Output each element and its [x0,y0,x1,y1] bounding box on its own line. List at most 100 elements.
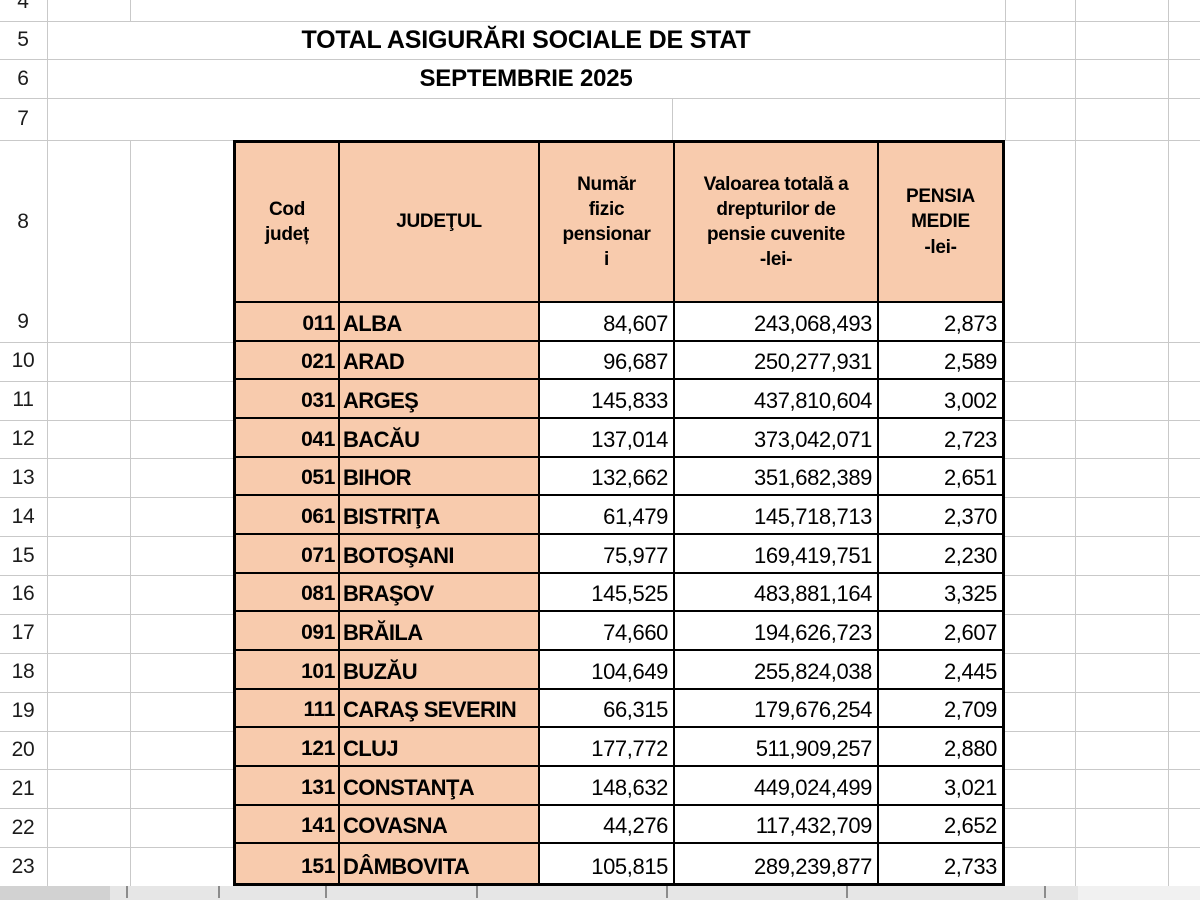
cell-pensia[interactable]: 3,325 [879,573,1002,613]
row-header-15[interactable]: 15 [11,543,35,567]
row-header-10[interactable]: 10 [11,349,35,373]
cell-pensia[interactable]: 2,733 [879,844,1002,883]
cell-numar[interactable]: 61,479 [540,496,675,535]
cell-judet[interactable]: CARAŞ SEVERIN [340,689,540,729]
cell-pensia[interactable]: 2,651 [879,457,1002,497]
cell-pensia[interactable]: 2,370 [879,496,1002,535]
cell-numar[interactable]: 104,649 [540,651,675,690]
row-header-14[interactable]: 14 [11,504,35,528]
col-header-valoarea-totala[interactable]: Valoarea totală a drepturilor de pensie … [675,143,879,303]
cell-valoare[interactable]: 250,277,931 [675,341,879,381]
cell-valoare[interactable]: 289,239,877 [675,844,879,883]
row-header-16[interactable]: 16 [11,582,35,606]
cell-cod[interactable]: 081 [236,573,340,613]
cell-valoare[interactable]: 117,432,709 [675,805,879,845]
cell-pensia[interactable]: 2,723 [879,419,1002,458]
col-header-judetul[interactable]: JUDEŢUL [340,143,540,303]
cell-cod[interactable]: 101 [236,651,340,690]
cell-numar[interactable]: 44,276 [540,805,675,845]
cell-cod[interactable]: 141 [236,805,340,845]
cell-judet[interactable]: BISTRIŢA [340,496,540,535]
row-header-8[interactable]: 8 [17,209,29,233]
cell-numar[interactable]: 84,607 [540,303,675,342]
cell-numar[interactable]: 96,687 [540,341,675,381]
cell-judet[interactable]: ARGEŞ [340,380,540,419]
cell-judet[interactable]: BOTOŞANI [340,535,540,574]
cell-judet[interactable]: ALBA [340,303,540,342]
cell-judet[interactable]: ARAD [340,341,540,381]
cell-valoare[interactable]: 194,626,723 [675,612,879,651]
cell-numar[interactable]: 132,662 [540,457,675,497]
subtitle-cell[interactable]: SEPTEMBRIE 2025 [419,64,633,92]
row-header-11[interactable]: 11 [12,388,34,412]
cell-judet[interactable]: BRĂILA [340,612,540,651]
cell-judet[interactable]: COVASNA [340,805,540,845]
row-header-19[interactable]: 19 [11,699,35,723]
row-header-5[interactable]: 5 [17,28,29,51]
cell-judet[interactable]: CONSTANŢA [340,767,540,806]
cell-pensia[interactable]: 2,873 [879,303,1002,342]
col-header-pensia-medie[interactable]: PENSIA MEDIE -lei- [879,143,1002,303]
row-header-13[interactable]: 13 [11,465,35,489]
cell-cod[interactable]: 051 [236,457,340,497]
cell-pensia[interactable]: 2,652 [879,805,1002,845]
cell-valoare[interactable]: 169,419,751 [675,535,879,574]
row-header-6[interactable]: 6 [17,66,29,90]
cell-judet[interactable]: BACĂU [340,419,540,458]
col-header-cod-judet[interactable]: Cod județ [236,143,340,303]
cell-cod[interactable]: 031 [236,380,340,419]
cell-cod[interactable]: 091 [236,612,340,651]
row-header-9[interactable]: 9 [17,310,29,334]
cell-judet[interactable]: BIHOR [340,457,540,497]
cell-valoare[interactable]: 511,909,257 [675,728,879,767]
cell-cod[interactable]: 061 [236,496,340,535]
cell-pensia[interactable]: 2,589 [879,341,1002,381]
cell-numar[interactable]: 145,525 [540,573,675,613]
cell-numar[interactable]: 74,660 [540,612,675,651]
cell-valoare[interactable]: 179,676,254 [675,689,879,729]
cell-numar[interactable]: 148,632 [540,767,675,806]
cell-cod[interactable]: 021 [236,341,340,381]
row-header-22[interactable]: 22 [11,815,35,839]
cell-judet[interactable]: BRAŞOV [340,573,540,613]
row-header-20[interactable]: 20 [11,737,35,761]
title-cell[interactable]: TOTAL ASIGURĂRI SOCIALE DE STAT [301,25,751,54]
row-header-21[interactable]: 21 [11,776,35,800]
cell-valoare[interactable]: 437,810,604 [675,380,879,419]
row-header-23[interactable]: 23 [11,854,35,878]
cell-valoare[interactable]: 243,068,493 [675,303,879,342]
cell-valoare[interactable]: 145,718,713 [675,496,879,535]
row-header-17[interactable]: 17 [11,621,35,645]
row-header-12[interactable]: 12 [11,427,35,451]
cell-judet[interactable]: BUZĂU [340,651,540,690]
row-header-7[interactable]: 7 [17,107,29,130]
cell-cod[interactable]: 131 [236,767,340,806]
cell-numar[interactable]: 105,815 [540,844,675,883]
cell-pensia[interactable]: 2,607 [879,612,1002,651]
bottom-scroll-strip[interactable] [0,886,1200,900]
cell-cod[interactable]: 121 [236,728,340,767]
cell-numar[interactable]: 137,014 [540,419,675,458]
cell-valoare[interactable]: 483,881,164 [675,573,879,613]
row-header-4[interactable]: 4 [17,0,29,13]
row-header-18[interactable]: 18 [11,660,35,684]
cell-cod[interactable]: 111 [236,689,340,729]
cell-numar[interactable]: 66,315 [540,689,675,729]
cell-numar[interactable]: 145,833 [540,380,675,419]
cell-cod[interactable]: 071 [236,535,340,574]
cell-valoare[interactable]: 255,824,038 [675,651,879,690]
cell-judet[interactable]: CLUJ [340,728,540,767]
cell-cod[interactable]: 151 [236,844,340,883]
col-header-numar-fizic-pensionari[interactable]: Număr fizic pensionar i [540,143,675,303]
cell-pensia[interactable]: 3,021 [879,767,1002,806]
cell-pensia[interactable]: 3,002 [879,380,1002,419]
cell-valoare[interactable]: 449,024,499 [675,767,879,806]
cell-cod[interactable]: 041 [236,419,340,458]
cell-valoare[interactable]: 373,042,071 [675,419,879,458]
cell-pensia[interactable]: 2,230 [879,535,1002,574]
cell-pensia[interactable]: 2,880 [879,728,1002,767]
cell-pensia[interactable]: 2,445 [879,651,1002,690]
cell-cod[interactable]: 011 [236,303,340,342]
cell-pensia[interactable]: 2,709 [879,689,1002,729]
cell-valoare[interactable]: 351,682,389 [675,457,879,497]
